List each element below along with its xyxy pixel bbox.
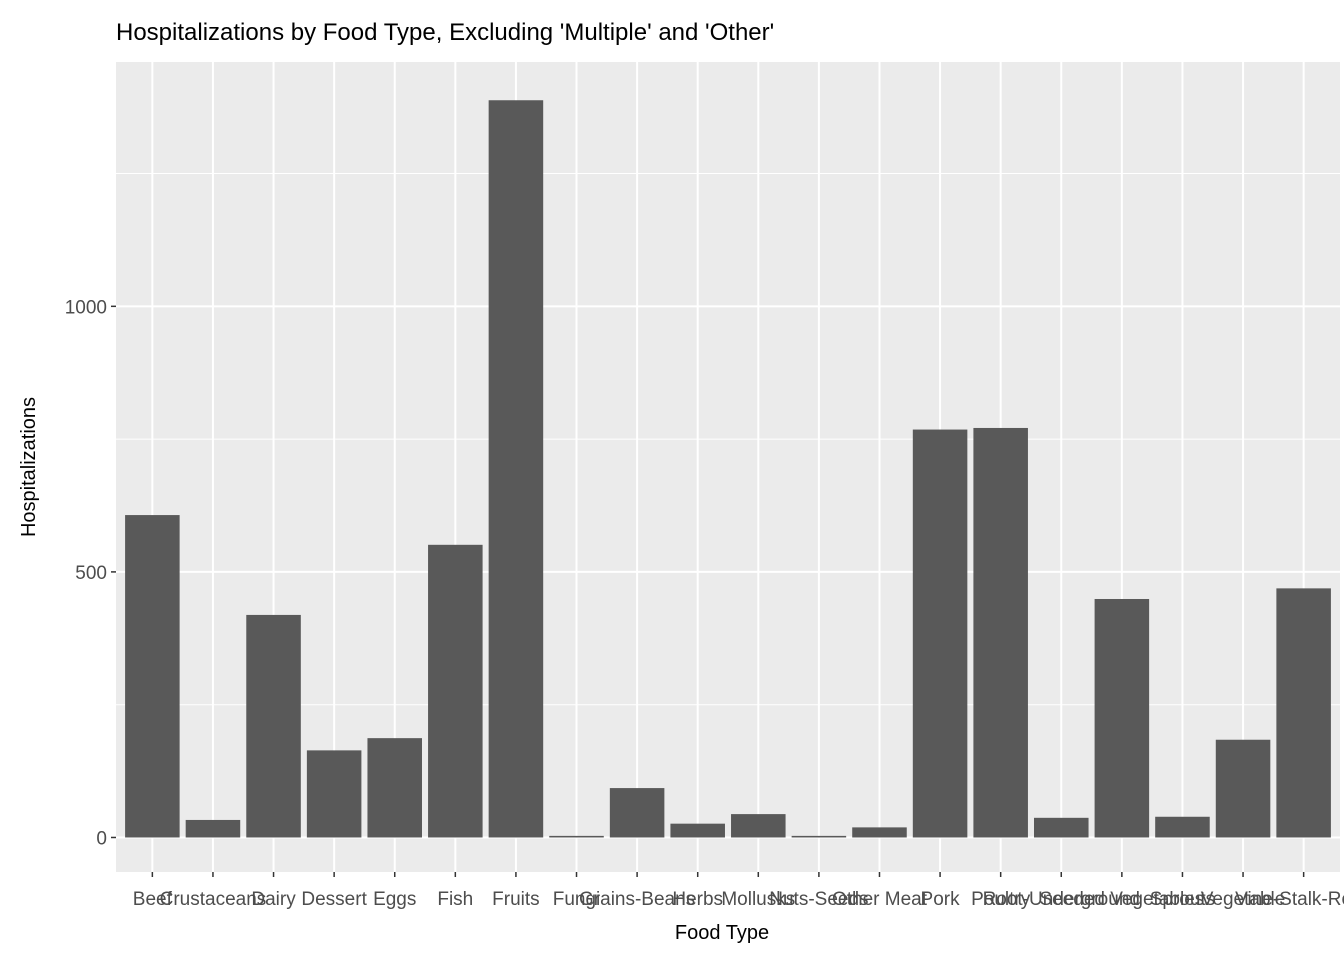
bar [1215, 739, 1271, 838]
bar [731, 814, 786, 838]
x-tick-label: Fruits [492, 889, 540, 910]
bar [306, 750, 362, 838]
x-tick-label: Vegetable [1201, 889, 1286, 910]
x-tick-label: Dessert [301, 889, 367, 910]
x-tick-label: Dairy [251, 889, 296, 910]
x-tick-label: Herbs [672, 889, 723, 910]
bar [428, 544, 483, 838]
bar [912, 429, 968, 838]
bar [670, 823, 725, 838]
bar [791, 835, 847, 838]
y-tick-label: 0 [96, 828, 107, 849]
bar [973, 427, 1028, 838]
bar [852, 827, 907, 838]
bar [1155, 816, 1210, 838]
bar [549, 835, 604, 838]
x-tick-label: Beef [133, 889, 173, 910]
x-tick-label: Fungi [553, 889, 601, 910]
x-tick-label: Pork [921, 889, 961, 910]
bar [1276, 588, 1331, 838]
x-tick-label: Seeded Vegetables [1039, 889, 1204, 910]
bars [125, 100, 1331, 838]
x-tick-label: Vine-Stalk-Row- [1235, 889, 1344, 910]
y-tick-label: 500 [75, 563, 107, 584]
bar [1094, 598, 1150, 838]
bar [246, 614, 301, 838]
chart-title: Hospitalizations by Food Type, Excluding… [116, 19, 774, 46]
bar [488, 100, 544, 838]
x-tick-label: Sprouts [1150, 889, 1215, 910]
x-tick-label: Mollusks [721, 889, 795, 910]
y-axis: 0 500 1000 [65, 297, 116, 849]
bar [367, 738, 422, 838]
y-axis-title: Hospitalizations [18, 397, 40, 537]
x-tick-label: Eggs [373, 889, 416, 910]
y-tick-label: 1000 [65, 297, 107, 318]
x-tick-label: Grains-Beans [579, 889, 695, 910]
x-tick-label: Fish [437, 889, 473, 910]
bar [185, 819, 241, 838]
bar [125, 515, 180, 838]
x-tick-label: Other Meat [832, 889, 928, 910]
x-tick-label: Crustaceans [160, 889, 267, 910]
x-tick-label: Root-Underground [983, 889, 1140, 910]
x-axis-title: Food Type [675, 922, 769, 944]
bar [1034, 817, 1089, 838]
x-tick-label: Nuts-Seeds [769, 889, 868, 910]
bar [609, 788, 665, 838]
x-tick-label: Poultry [971, 889, 1031, 910]
